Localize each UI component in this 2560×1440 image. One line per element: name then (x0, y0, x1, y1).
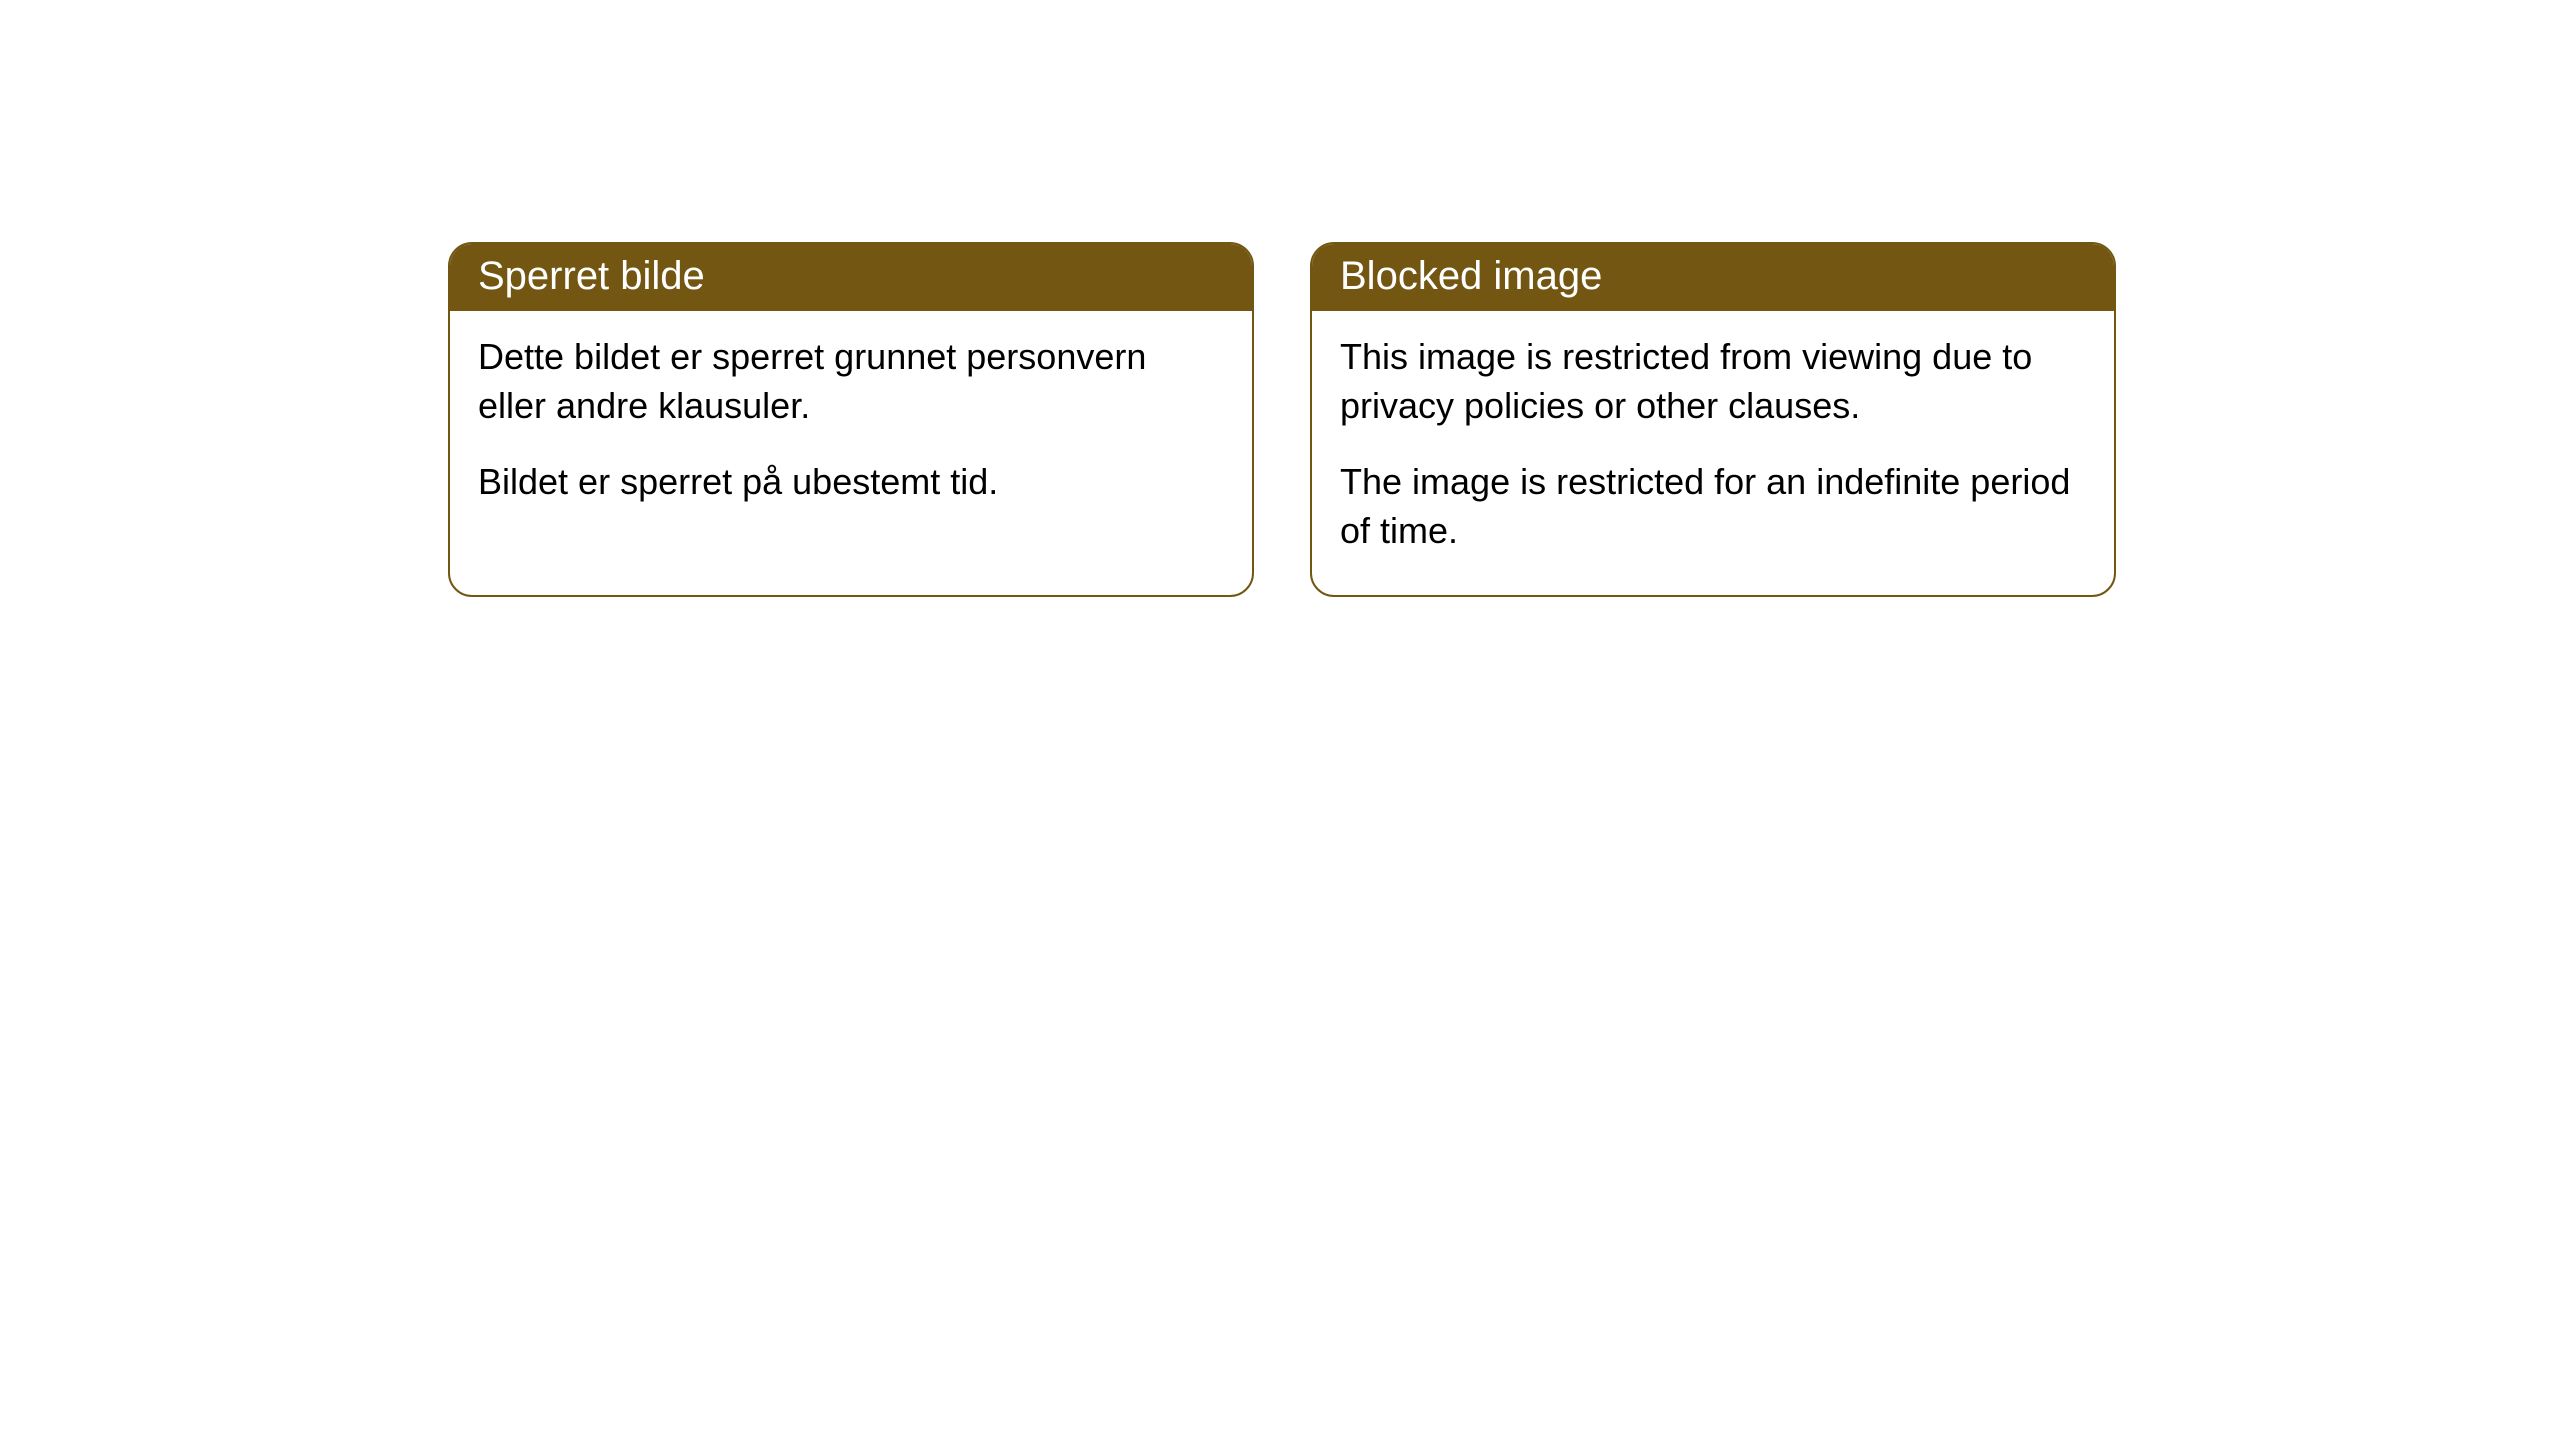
card-header-no: Sperret bilde (450, 244, 1252, 311)
card-header-en: Blocked image (1312, 244, 2114, 311)
cards-container: Sperret bilde Dette bildet er sperret gr… (0, 0, 2560, 597)
card-paragraph2-no: Bildet er sperret på ubestemt tid. (478, 458, 1224, 507)
card-paragraph1-no: Dette bildet er sperret grunnet personve… (478, 333, 1224, 430)
blocked-image-card-en: Blocked image This image is restricted f… (1310, 242, 2116, 597)
card-body-no: Dette bildet er sperret grunnet personve… (450, 311, 1252, 547)
blocked-image-card-no: Sperret bilde Dette bildet er sperret gr… (448, 242, 1254, 597)
card-paragraph2-en: The image is restricted for an indefinit… (1340, 458, 2086, 555)
card-body-en: This image is restricted from viewing du… (1312, 311, 2114, 595)
card-paragraph1-en: This image is restricted from viewing du… (1340, 333, 2086, 430)
